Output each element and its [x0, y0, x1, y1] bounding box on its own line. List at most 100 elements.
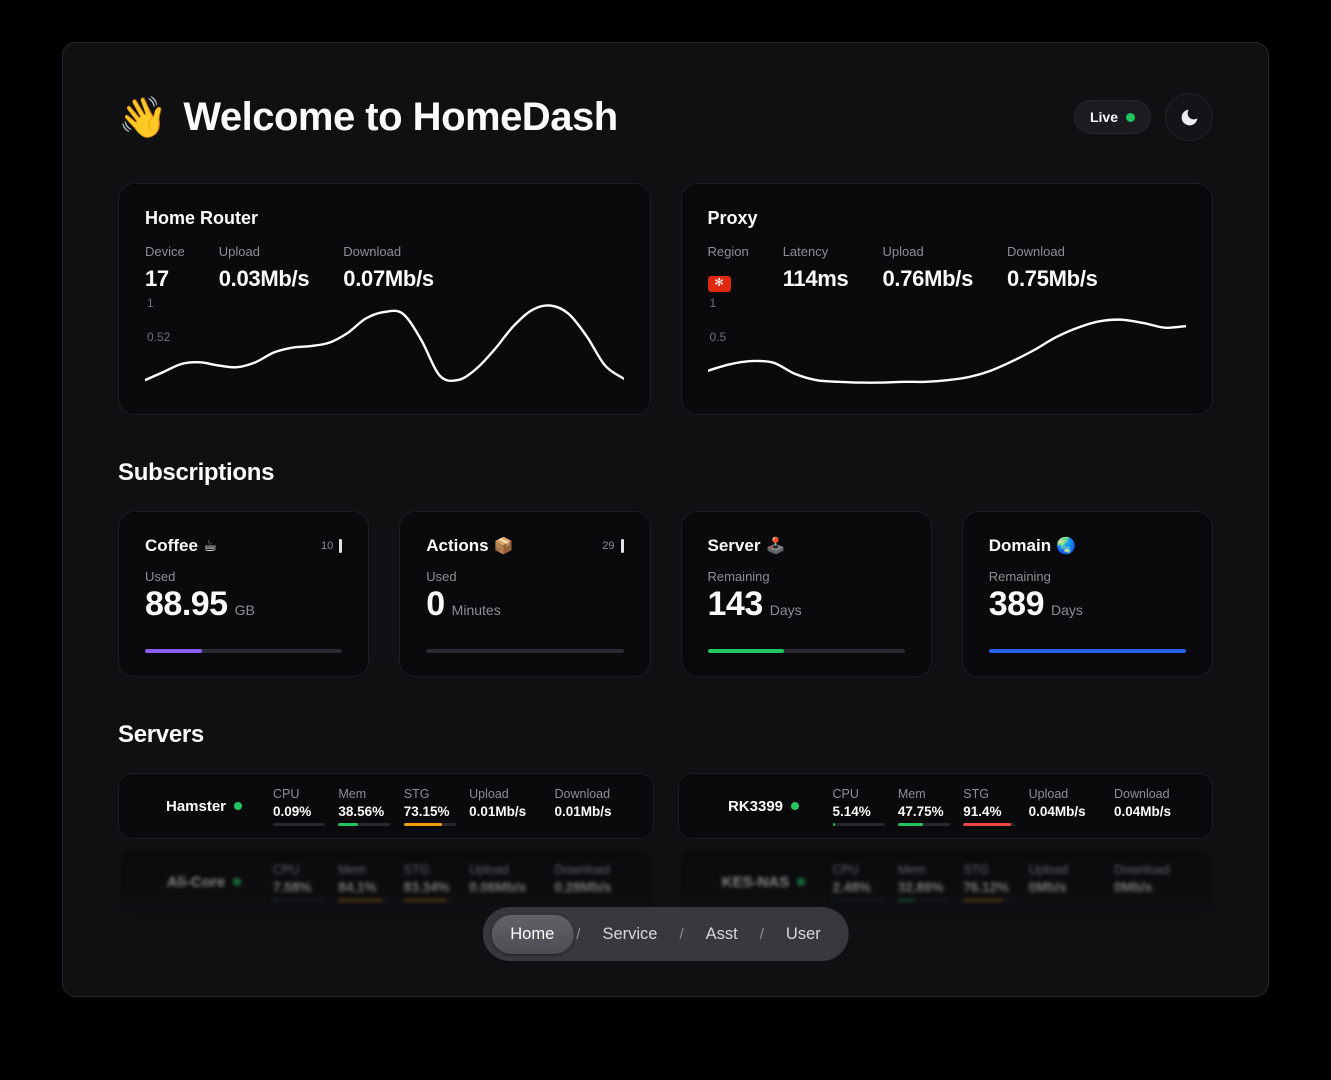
metric-mem: Mem 84.1%	[338, 863, 391, 902]
metric-bar-fill	[403, 822, 442, 826]
subscription-label: Remaining	[988, 569, 1051, 584]
live-badge-label: Live	[1089, 109, 1118, 125]
server-status-dot	[234, 802, 243, 810]
live-status-dot	[1126, 112, 1135, 122]
proxy-title: Proxy	[707, 208, 758, 228]
metric-upload: Upload 0.01Mb/s	[469, 786, 527, 819]
subscription-title: Domain 🌏	[988, 536, 1077, 555]
page-title-text: Welcome to HomeDash	[183, 94, 618, 139]
server-row-rk3399[interactable]: RK3399 CPU 5.14% Mem 47.75%	[677, 773, 1213, 839]
joystick-icon: 🕹️	[765, 538, 786, 555]
server-row-hamster[interactable]: Hamster CPU 0.09% Mem 38.56%	[118, 773, 654, 839]
metric-upload: Upload 0.04Mb/s	[1028, 786, 1086, 819]
package-icon: 📦	[493, 538, 514, 555]
stat-download: Download 0.07Mb/s	[343, 244, 434, 291]
subscription-card-coffee[interactable]: Coffee ☕ 10 Used 88.95 GB	[118, 511, 370, 677]
subscription-value: 389 Days	[988, 585, 1083, 623]
metric-mem: Mem 38.56%	[338, 787, 391, 826]
metric-bar-fill	[832, 898, 834, 902]
main-content: 👋 Welcome to HomeDash Live	[63, 43, 1268, 996]
subscription-badge: 29	[602, 539, 624, 553]
home-router-card: Home Router Device 17 Upload 0.03Mb/s Do…	[118, 183, 651, 415]
metric-bar-track	[832, 898, 885, 902]
server-name: KES-NAS	[721, 873, 790, 891]
live-badge: Live	[1073, 100, 1151, 134]
metric-bar-track	[403, 822, 456, 826]
nav-item-home[interactable]: Home	[491, 914, 574, 954]
metric-bar-track	[273, 898, 325, 902]
metric-bar-track	[963, 822, 1016, 826]
metric-bar-track	[963, 898, 1016, 902]
subscription-label: Remaining	[707, 569, 770, 584]
nav-item-user[interactable]: User	[785, 924, 821, 943]
metric-bar-track	[273, 822, 325, 826]
metric-download: Download 0.28Mb/s	[554, 862, 612, 895]
theme-toggle-button[interactable]	[1165, 93, 1213, 141]
server-metrics: CPU 7.58% Mem 84.1% STG 83.34%	[273, 863, 627, 902]
network-cards: Home Router Device 17 Upload 0.03Mb/s Do…	[118, 183, 1213, 415]
stat-device: Device 17	[145, 244, 185, 291]
server-name-wrap: RK3399	[705, 798, 823, 815]
metric-bar-track	[338, 822, 391, 826]
metric-bar-track	[897, 822, 950, 826]
card-head: Domain 🌏	[989, 536, 1186, 556]
subscription-title: Actions 📦	[426, 536, 514, 555]
proxy-stats: Region ✻ Latency 114ms Upload 0.76Mb/s	[707, 244, 1187, 292]
metric-stg: STG 73.15%	[403, 787, 456, 826]
metric-bar-fill	[897, 822, 923, 826]
subscription-card-actions[interactable]: Actions 📦 29 Used 0 Minutes	[399, 511, 651, 677]
metric-stg: STG 83.34%	[403, 863, 456, 902]
moon-icon	[1181, 109, 1197, 125]
page-title: 👋 Welcome to HomeDash	[118, 94, 618, 141]
metric-bar-fill	[963, 822, 1011, 826]
server-metrics: CPU 5.14% Mem 47.75% STG 91.4%	[832, 786, 1187, 826]
subscription-progress-track	[707, 649, 905, 653]
metric-bar-track	[897, 898, 950, 902]
header: 👋 Welcome to HomeDash Live	[118, 93, 1213, 141]
y-tick-max: 1	[709, 296, 717, 310]
nav-item-service[interactable]: Service	[602, 924, 658, 943]
metric-cpu: CPU 5.14%	[832, 787, 885, 826]
server-name: RK3399	[727, 797, 784, 815]
card-head: Server 🕹️	[708, 536, 905, 556]
subscription-value: 0 Minutes	[426, 585, 501, 623]
server-status-dot	[797, 878, 806, 886]
proxy-card: Proxy Region ✻ Latency 114ms	[680, 183, 1213, 415]
subscription-label: Used	[426, 569, 457, 584]
subscription-card-domain[interactable]: Domain 🌏 Remaining 389 Days	[961, 511, 1213, 677]
subscriptions-section-title: Subscriptions	[118, 459, 275, 486]
nav-separator: /	[759, 925, 764, 943]
region-value: ✻	[707, 266, 749, 292]
stat-latency: Latency 114ms	[782, 244, 849, 291]
metric-download: Download 0Mb/s	[1114, 862, 1170, 895]
subscription-title: Coffee ☕	[145, 536, 218, 555]
home-router-traffic-line	[145, 304, 624, 383]
subscription-label: Used	[145, 569, 176, 584]
subscription-value: 143 Days	[707, 585, 802, 623]
y-tick-min: 0.5	[709, 330, 727, 344]
metric-bar-fill	[403, 898, 448, 902]
server-row-kes-nas[interactable]: KES-NAS CPU 2.48% Mem 32.86%	[677, 849, 1213, 915]
metric-bar-fill	[897, 898, 915, 902]
app-window: 👋 Welcome to HomeDash Live	[62, 42, 1269, 997]
server-metrics: CPU 0.09% Mem 38.56% STG 73.15%	[273, 787, 627, 826]
metric-bar-fill	[338, 822, 359, 826]
metric-stg: STG 91.4%	[963, 787, 1016, 826]
metric-cpu: CPU 2.48%	[832, 863, 885, 902]
metric-bar-fill	[832, 822, 836, 826]
metric-bar-fill	[963, 898, 1003, 902]
badge-tick-icon	[339, 539, 343, 553]
server-metrics: CPU 2.48% Mem 32.86% STG 76.12%	[832, 862, 1187, 902]
metric-bar-track	[832, 822, 885, 826]
bottom-nav: Home / Service / Asst / User	[482, 907, 849, 961]
subscription-card-server[interactable]: Server 🕹️ Remaining 143 Days	[680, 511, 932, 677]
subscription-progress-fill	[145, 649, 203, 653]
proxy-chart: 1 0.5	[707, 294, 1186, 390]
metric-mem: Mem 47.75%	[897, 787, 950, 826]
server-row-ali-core[interactable]: Ali-Core CPU 7.58% Mem 84.1%	[118, 849, 654, 915]
metric-upload: Upload 0Mb/s	[1028, 862, 1069, 895]
nav-item-asst[interactable]: Asst	[705, 924, 738, 943]
subscription-value: 88.95 GB	[145, 585, 255, 623]
y-tick-max: 1	[147, 296, 154, 310]
metric-stg: STG 76.12%	[963, 863, 1016, 902]
